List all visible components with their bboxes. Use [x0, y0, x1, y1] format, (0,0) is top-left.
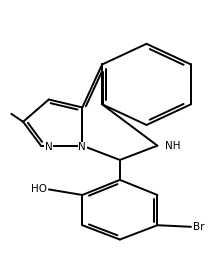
Text: HO: HO	[31, 185, 47, 194]
Text: Br: Br	[193, 222, 204, 232]
Text: NH: NH	[165, 141, 181, 151]
Text: N: N	[45, 142, 53, 152]
Text: N: N	[79, 142, 86, 152]
